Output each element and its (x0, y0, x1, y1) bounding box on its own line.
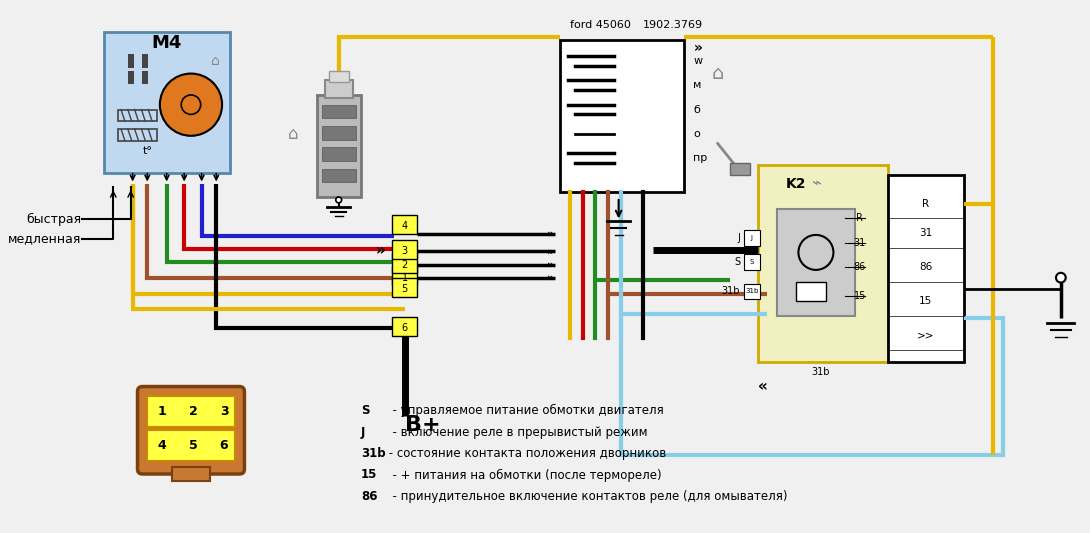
Text: 3: 3 (402, 246, 408, 256)
Bar (323, 126, 356, 140)
Text: 1: 1 (157, 405, 166, 418)
Bar (392, 214, 417, 234)
Bar (323, 169, 356, 182)
Text: о: о (693, 129, 700, 139)
Bar (758, 165, 888, 362)
Text: 15: 15 (853, 291, 865, 301)
Bar (118, 129, 157, 141)
Text: »: » (694, 41, 703, 55)
Circle shape (1056, 273, 1066, 282)
Text: 1902.3769: 1902.3769 (643, 20, 703, 30)
Text: S: S (750, 259, 754, 265)
Bar (329, 71, 350, 82)
Bar (392, 278, 417, 297)
Bar (147, 396, 234, 427)
Bar (744, 254, 760, 270)
Text: ⌁: ⌁ (811, 173, 821, 191)
Bar (392, 317, 417, 336)
Text: 31b: 31b (746, 288, 759, 294)
Text: 5: 5 (189, 439, 197, 453)
Text: R: R (922, 199, 930, 209)
Text: 15: 15 (361, 469, 377, 481)
Text: »: » (547, 246, 554, 256)
FancyBboxPatch shape (137, 386, 244, 474)
Text: 4: 4 (157, 439, 166, 453)
Bar (392, 253, 417, 273)
Text: 86: 86 (919, 262, 932, 272)
Text: медленная: медленная (8, 232, 81, 245)
Text: 31: 31 (853, 238, 865, 248)
Text: K2: K2 (786, 177, 807, 191)
Text: J: J (737, 233, 740, 243)
Text: ⌂: ⌂ (210, 54, 220, 68)
Text: 86: 86 (361, 490, 377, 503)
Text: - принудительное включение контактов реле (для омывателя): - принудительное включение контактов рел… (386, 490, 788, 503)
Circle shape (160, 74, 222, 136)
Bar (143, 71, 148, 84)
Text: 5: 5 (402, 284, 408, 294)
Bar (777, 209, 855, 316)
Bar (118, 110, 157, 121)
Text: 4: 4 (402, 221, 408, 231)
Text: ford 45060: ford 45060 (570, 20, 631, 30)
Text: - состояние контакта положения дворников: - состояние контакта положения дворников (386, 447, 667, 460)
Text: 3: 3 (220, 405, 228, 418)
Text: - + питания на обмотки (после термореле): - + питания на обмотки (после термореле) (386, 469, 662, 481)
Text: 15: 15 (919, 296, 932, 306)
Bar (392, 266, 417, 286)
Text: ⌂: ⌂ (712, 64, 724, 83)
Text: S: S (361, 405, 370, 417)
Bar (128, 71, 134, 84)
Text: «: « (758, 379, 767, 394)
Bar (128, 54, 134, 68)
Bar (143, 54, 148, 68)
Bar (323, 148, 356, 161)
Bar (147, 430, 234, 462)
Bar (744, 284, 760, 299)
Text: м: м (693, 80, 702, 90)
Text: - включение реле в прерывистый режим: - включение реле в прерывистый режим (386, 426, 647, 439)
Text: - управляемое питание обмотки двигателя: - управляемое питание обмотки двигателя (386, 405, 664, 417)
Text: 31b: 31b (361, 447, 386, 460)
Text: M4: M4 (152, 35, 182, 52)
Bar (560, 39, 683, 192)
Text: 31: 31 (919, 228, 932, 238)
Text: B+: B+ (405, 415, 441, 435)
Text: »: » (547, 273, 554, 282)
Bar (730, 163, 750, 175)
Text: б: б (693, 104, 701, 115)
Text: 2: 2 (402, 260, 408, 270)
Text: >>: >> (917, 330, 934, 340)
Bar (888, 175, 964, 362)
Text: ⌂: ⌂ (288, 125, 299, 143)
Text: »: » (547, 229, 554, 239)
Text: R: R (857, 213, 863, 223)
Text: 1: 1 (402, 273, 408, 282)
Bar (171, 467, 210, 481)
Bar (317, 95, 361, 197)
Text: »: » (376, 243, 386, 258)
Text: 6: 6 (220, 439, 228, 453)
Text: J: J (361, 426, 365, 439)
Bar (797, 281, 825, 301)
Text: t°: t° (143, 147, 153, 156)
Bar (323, 104, 356, 118)
Circle shape (336, 197, 341, 203)
Bar (744, 230, 760, 246)
Text: 31b: 31b (722, 286, 740, 296)
Bar (325, 80, 353, 98)
Text: »: » (547, 260, 554, 270)
Text: 31b: 31b (812, 367, 829, 377)
Text: w: w (693, 56, 703, 66)
Text: быстрая: быстрая (26, 213, 81, 226)
Text: S: S (734, 257, 740, 267)
Bar (104, 32, 230, 173)
Text: 6: 6 (402, 323, 408, 333)
Text: 2: 2 (189, 405, 197, 418)
Text: 86: 86 (853, 262, 865, 272)
Text: пр: пр (693, 153, 707, 163)
Bar (392, 240, 417, 259)
Text: J: J (751, 235, 753, 241)
